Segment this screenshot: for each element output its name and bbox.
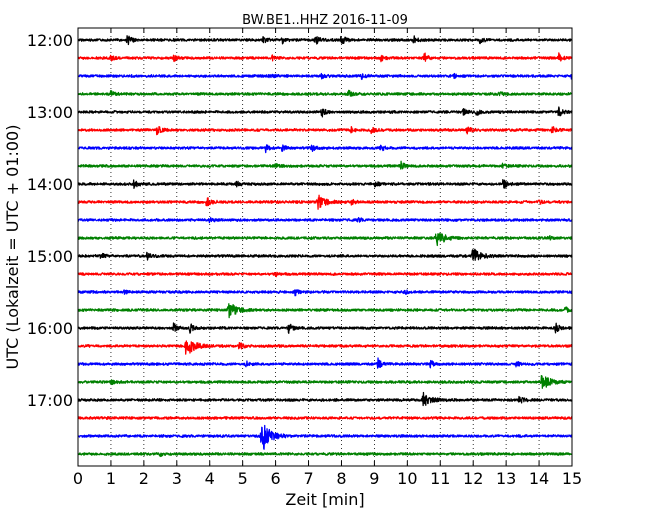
x-axis: 0 1 2 3 4 5 6 7 8 9 10 11 12 13 14 15 [73, 28, 582, 488]
trace-row-11 [77, 232, 573, 247]
x-axis-label: Zeit [min] [285, 490, 364, 509]
x-tick-label: 6 [271, 469, 281, 488]
trace-row-3 [77, 89, 573, 97]
x-tick-label: 5 [238, 469, 248, 488]
x-tick-label: 14 [529, 469, 549, 488]
trace-row-16 [77, 322, 573, 334]
trace-row-7 [77, 160, 573, 170]
trace-row-17 [77, 340, 573, 355]
chart-title: BW.BE1..HHZ 2016-11-09 [242, 13, 408, 28]
trace-row-2 [77, 72, 573, 81]
x-tick-label: 4 [205, 469, 215, 488]
trace-row-23 [77, 452, 573, 458]
trace-row-6 [77, 144, 573, 154]
trace-row-10 [77, 217, 573, 224]
trace-row-13 [77, 271, 573, 278]
trace-row-18 [77, 357, 573, 369]
y-tick-label: 13:00 [27, 103, 73, 122]
trace-row-1 [77, 52, 573, 63]
y-tick-label: 16:00 [27, 319, 73, 338]
trace-row-9 [77, 194, 573, 210]
x-tick-label: 10 [397, 469, 417, 488]
x-tick-label: 9 [369, 469, 379, 488]
trace-row-15 [77, 303, 573, 319]
y-tick-label: 15:00 [27, 247, 73, 266]
trace-row-5 [77, 125, 573, 136]
y-tick-label: 14:00 [27, 175, 73, 194]
trace-row-22 [77, 424, 573, 450]
trace-row-19 [77, 374, 573, 389]
x-tick-label: 3 [172, 469, 182, 488]
x-tick-label: 2 [139, 469, 149, 488]
x-tick-label: 7 [303, 469, 313, 488]
trace-row-20 [77, 391, 573, 407]
trace-row-4 [77, 106, 573, 118]
x-tick-label: 11 [430, 469, 450, 488]
plot-frame [77, 27, 573, 467]
trace-row-21 [77, 416, 573, 420]
y-tick-label: 17:00 [27, 391, 73, 410]
trace-row-0 [77, 35, 573, 46]
trace-row-8 [77, 179, 573, 189]
trace-row-14 [77, 289, 573, 297]
y-axis-label: UTC (Lokalzeit = UTC + 01:00) [3, 125, 22, 370]
y-tick-label: 12:00 [27, 31, 73, 50]
y-axis: 12:00 13:00 14:00 15:00 16:00 17:00 [27, 31, 572, 410]
x-tick-label: 1 [106, 469, 116, 488]
x-tick-label: 8 [336, 469, 346, 488]
x-tick-label: 13 [496, 469, 516, 488]
x-tick-label: 0 [73, 469, 83, 488]
x-tick-label: 15 [562, 469, 582, 488]
trace-rows [77, 35, 573, 458]
trace-row-12 [77, 248, 573, 261]
x-tick-label: 12 [463, 469, 483, 488]
